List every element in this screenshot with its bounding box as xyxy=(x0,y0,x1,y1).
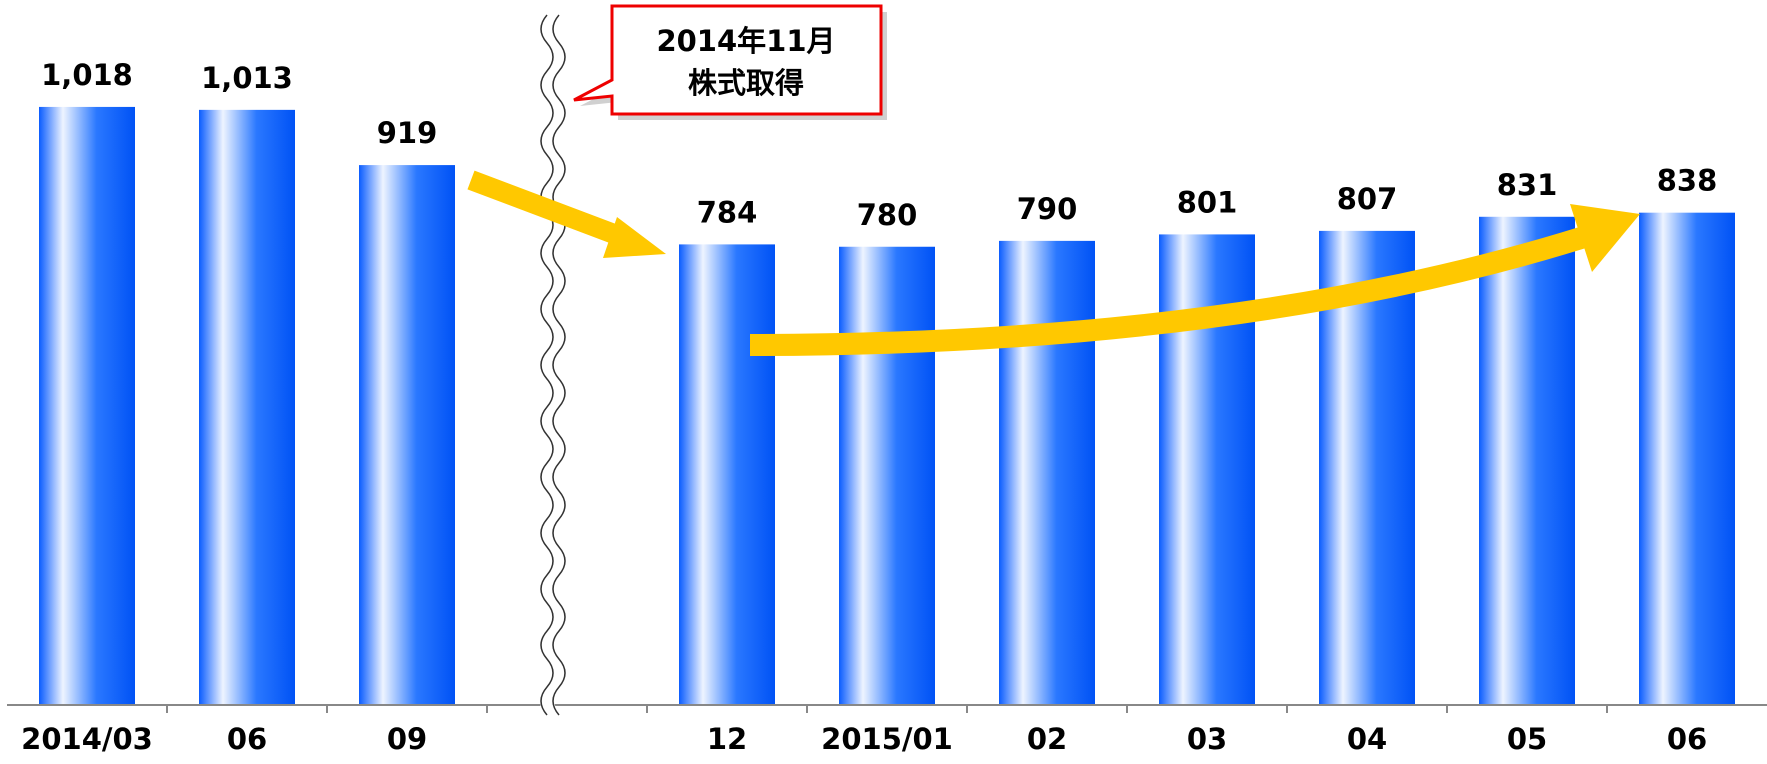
x-tick-label: 06 xyxy=(1667,722,1707,756)
callout-text: 2014年11月 xyxy=(656,24,835,58)
bar xyxy=(679,244,775,705)
value-label: 919 xyxy=(377,116,438,150)
value-label: 784 xyxy=(697,195,758,229)
x-tick-label: 09 xyxy=(387,722,427,756)
value-label: 780 xyxy=(857,198,918,232)
x-tick-label: 06 xyxy=(227,722,267,756)
x-tick-label: 03 xyxy=(1187,722,1227,756)
break-line xyxy=(552,14,566,716)
value-label: 1,018 xyxy=(41,58,133,92)
arrow xyxy=(749,221,1604,356)
x-tick-label: 2015/01 xyxy=(821,722,953,756)
value-label: 807 xyxy=(1337,182,1398,216)
callout: 2014年11月 株式取得 xyxy=(573,4,887,120)
value-label: 790 xyxy=(1017,192,1078,226)
value-label: 831 xyxy=(1497,168,1558,202)
break-mask xyxy=(540,10,566,720)
x-tick-label: 04 xyxy=(1347,722,1387,756)
bar xyxy=(1479,216,1575,705)
arrow xyxy=(467,170,634,250)
bar xyxy=(999,240,1095,705)
bar xyxy=(199,109,295,706)
arrow-head xyxy=(1570,204,1640,272)
bar xyxy=(359,165,455,705)
x-tick-label: 12 xyxy=(707,722,747,756)
bar xyxy=(39,106,135,706)
value-label: 1,013 xyxy=(201,61,293,95)
value-label: 801 xyxy=(1177,185,1238,219)
callout-text: 株式取得 xyxy=(688,66,804,100)
x-tick-label: 02 xyxy=(1027,722,1067,756)
bar xyxy=(1319,230,1415,705)
x-tick-label: 05 xyxy=(1507,722,1547,756)
value-label: 838 xyxy=(1657,164,1718,198)
bar xyxy=(839,246,935,705)
arrow-head xyxy=(603,217,666,258)
x-tick-label: 2014/03 xyxy=(21,722,153,756)
bar xyxy=(1639,212,1735,706)
break-line xyxy=(540,14,554,716)
